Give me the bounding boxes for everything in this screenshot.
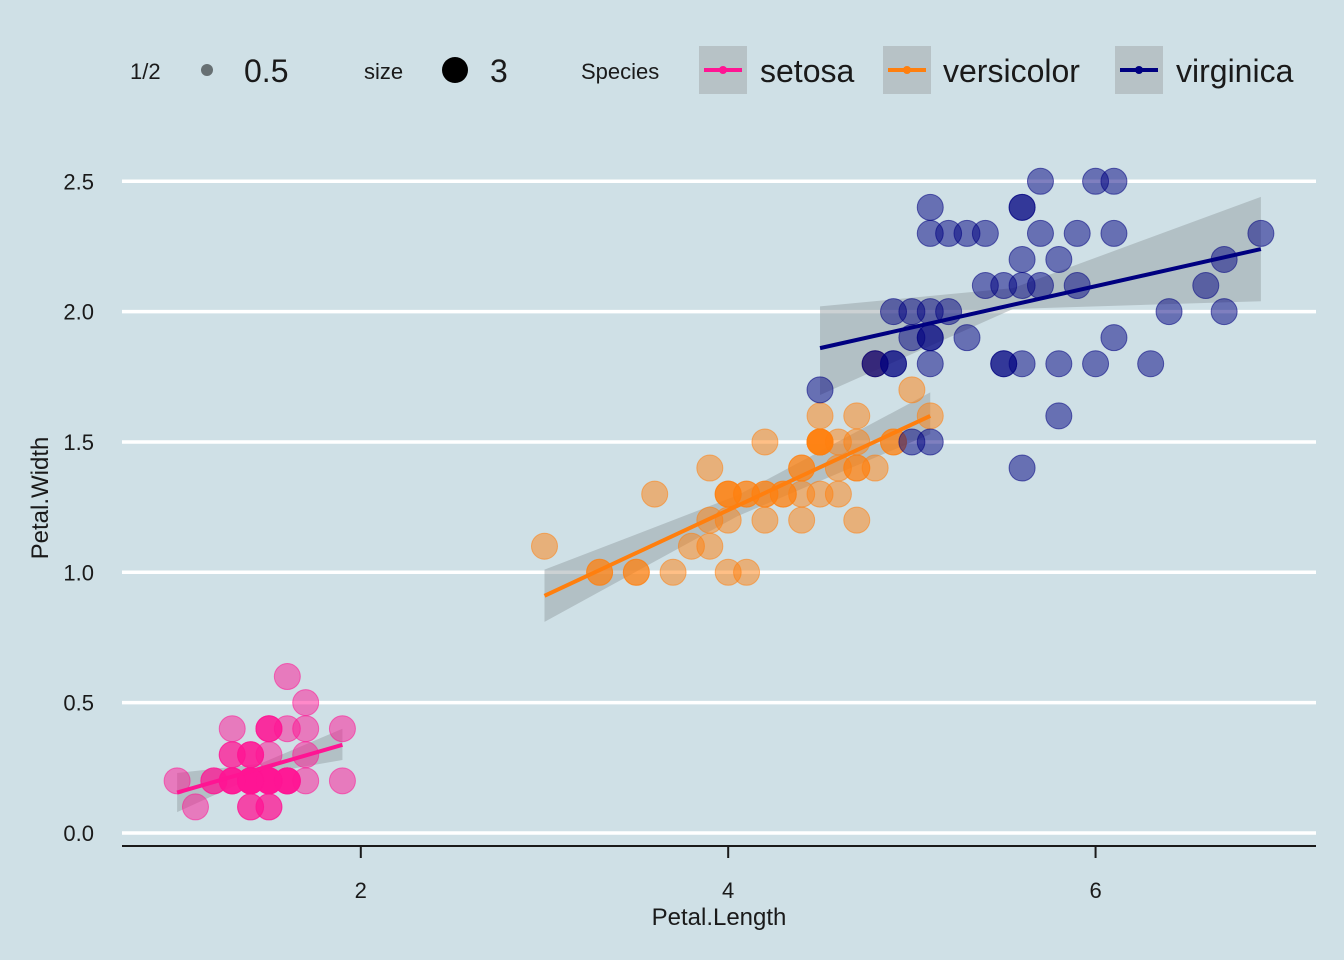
- point-versicolor: [696, 454, 724, 482]
- legend-size-title: size: [364, 59, 403, 84]
- point-virginica: [1008, 193, 1036, 221]
- y-tick-label: 2.5: [63, 169, 94, 194]
- x-tick-label: 4: [722, 878, 734, 903]
- point-setosa: [255, 715, 283, 743]
- legend-dot-versicolor: [903, 66, 911, 74]
- point-versicolor: [898, 376, 926, 404]
- point-versicolor: [751, 428, 779, 456]
- point-virginica: [1082, 350, 1110, 378]
- point-virginica: [1100, 324, 1128, 352]
- point-versicolor: [806, 428, 834, 456]
- point-setosa: [328, 767, 356, 795]
- fit-line-versicolor: [543, 414, 932, 598]
- legend-size-key: [442, 57, 468, 83]
- point-virginica: [1100, 219, 1128, 247]
- point-setosa: [328, 715, 356, 743]
- point-virginica: [1008, 454, 1036, 482]
- legend-alpha-value: 0.5: [244, 53, 288, 89]
- point-virginica: [1210, 298, 1238, 326]
- y-tick-label: 1.5: [63, 430, 94, 455]
- x-tick-label: 2: [355, 878, 367, 903]
- legend-alpha-title: 1/2: [130, 59, 161, 84]
- point-virginica: [1026, 167, 1054, 195]
- point-versicolor: [788, 506, 816, 534]
- point-virginica: [1100, 167, 1128, 195]
- fit-line-setosa: [176, 742, 343, 795]
- legend: 1/2 0.5 size 3 Species setosa versicolor…: [130, 46, 1294, 94]
- legend-label-virginica: virginica: [1176, 53, 1294, 89]
- point-virginica: [861, 350, 889, 378]
- legend-dot-setosa: [719, 66, 727, 74]
- y-axis-ticks: 0.0 0.5 1.0 1.5 2.0 2.5: [63, 169, 94, 846]
- point-versicolor: [806, 402, 834, 430]
- point-virginica: [935, 219, 963, 247]
- point-virginica: [971, 272, 999, 300]
- legend-species-title: Species: [581, 59, 659, 84]
- point-virginica: [953, 324, 981, 352]
- point-versicolor: [751, 506, 779, 534]
- point-virginica: [1063, 219, 1091, 247]
- point-setosa: [292, 689, 320, 717]
- point-virginica: [1045, 245, 1073, 273]
- legend-label-versicolor: versicolor: [943, 53, 1080, 89]
- point-virginica: [1045, 350, 1073, 378]
- point-virginica: [1008, 245, 1036, 273]
- point-setosa: [237, 741, 265, 769]
- x-tick-label: 6: [1089, 878, 1101, 903]
- y-axis-title: Petal.Width: [27, 437, 54, 560]
- legend-dot-virginica: [1135, 66, 1143, 74]
- point-versicolor: [659, 558, 687, 586]
- point-setosa: [181, 793, 209, 821]
- x-axis-ticks: 2 4 6: [355, 846, 1102, 903]
- point-virginica: [916, 428, 944, 456]
- point-virginica: [1192, 272, 1220, 300]
- point-virginica: [1155, 298, 1183, 326]
- point-setosa: [163, 767, 191, 795]
- point-versicolor: [677, 532, 705, 560]
- point-versicolor: [622, 558, 650, 586]
- point-versicolor: [530, 532, 558, 560]
- point-versicolor: [861, 454, 889, 482]
- point-virginica: [1026, 219, 1054, 247]
- y-tick-label: 2.0: [63, 300, 94, 325]
- legend-alpha-key: [201, 64, 213, 76]
- x-axis-title: Petal.Length: [652, 904, 787, 931]
- point-setosa: [237, 793, 265, 821]
- point-virginica: [1008, 272, 1036, 300]
- point-setosa: [273, 663, 301, 691]
- point-virginica: [1045, 402, 1073, 430]
- point-versicolor: [824, 480, 852, 508]
- point-virginica: [916, 193, 944, 221]
- point-setosa: [218, 715, 246, 743]
- point-versicolor: [733, 558, 761, 586]
- y-tick-label: 0.0: [63, 821, 94, 846]
- point-versicolor: [843, 402, 871, 430]
- point-virginica: [898, 324, 926, 352]
- point-virginica: [990, 350, 1018, 378]
- legend-label-setosa: setosa: [760, 53, 854, 89]
- point-virginica: [1247, 219, 1275, 247]
- y-tick-label: 1.0: [63, 560, 94, 585]
- point-virginica: [1063, 272, 1091, 300]
- point-virginica: [806, 376, 834, 404]
- point-versicolor: [843, 506, 871, 534]
- point-virginica: [880, 298, 908, 326]
- fit-lines: [176, 247, 1262, 795]
- point-virginica: [971, 219, 999, 247]
- point-virginica: [1137, 350, 1165, 378]
- fit-line-virginica: [819, 247, 1262, 351]
- point-virginica: [916, 350, 944, 378]
- legend-size-value: 3: [490, 53, 508, 89]
- point-versicolor: [641, 480, 669, 508]
- y-tick-label: 0.5: [63, 691, 94, 716]
